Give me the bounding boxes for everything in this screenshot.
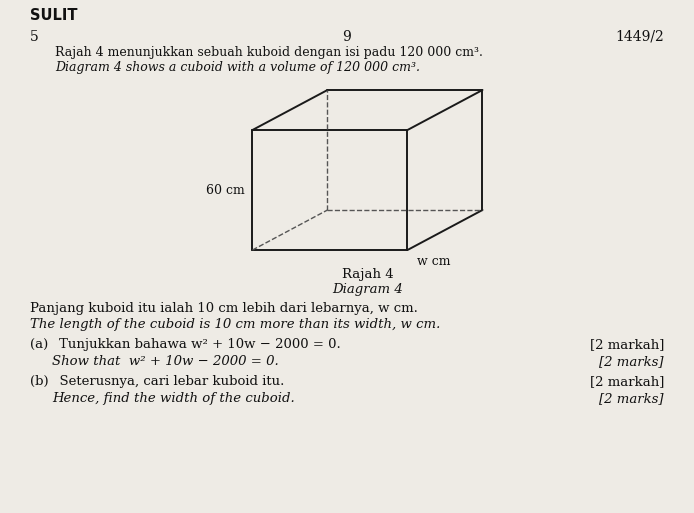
Text: Rajah 4: Rajah 4 bbox=[341, 268, 393, 281]
Text: Show that  w² + 10w − 2000 = 0.: Show that w² + 10w − 2000 = 0. bbox=[52, 355, 279, 368]
Text: (a)  Tunjukkan bahawa w² + 10w − 2000 = 0.: (a) Tunjukkan bahawa w² + 10w − 2000 = 0… bbox=[30, 338, 341, 351]
Text: Rajah 4 menunjukkan sebuah kuboid dengan isi padu 120 000 cm³.: Rajah 4 menunjukkan sebuah kuboid dengan… bbox=[55, 46, 483, 59]
Text: w cm: w cm bbox=[418, 255, 451, 268]
Text: [2 marks]: [2 marks] bbox=[600, 355, 664, 368]
Text: [2 marks]: [2 marks] bbox=[600, 392, 664, 405]
Text: 5: 5 bbox=[30, 30, 39, 44]
Text: Panjang kuboid itu ialah 10 cm lebih dari lebarnya, w cm.: Panjang kuboid itu ialah 10 cm lebih dar… bbox=[30, 302, 418, 315]
Text: SULIT: SULIT bbox=[30, 8, 78, 23]
Text: 1449/2: 1449/2 bbox=[616, 30, 664, 44]
Text: [2 markah]: [2 markah] bbox=[590, 338, 664, 351]
Text: Hence, find the width of the cuboid.: Hence, find the width of the cuboid. bbox=[52, 392, 295, 405]
Text: The length of the cuboid is 10 cm more than its width, w cm.: The length of the cuboid is 10 cm more t… bbox=[30, 318, 441, 331]
Text: (b)  Seterusnya, cari lebar kuboid itu.: (b) Seterusnya, cari lebar kuboid itu. bbox=[30, 375, 285, 388]
Text: Diagram 4: Diagram 4 bbox=[332, 283, 403, 296]
Text: Diagram 4 shows a cuboid with a volume of 120 000 cm³.: Diagram 4 shows a cuboid with a volume o… bbox=[55, 61, 420, 74]
Text: 9: 9 bbox=[343, 30, 351, 44]
Text: 60 cm: 60 cm bbox=[205, 184, 244, 196]
Text: [2 markah]: [2 markah] bbox=[590, 375, 664, 388]
